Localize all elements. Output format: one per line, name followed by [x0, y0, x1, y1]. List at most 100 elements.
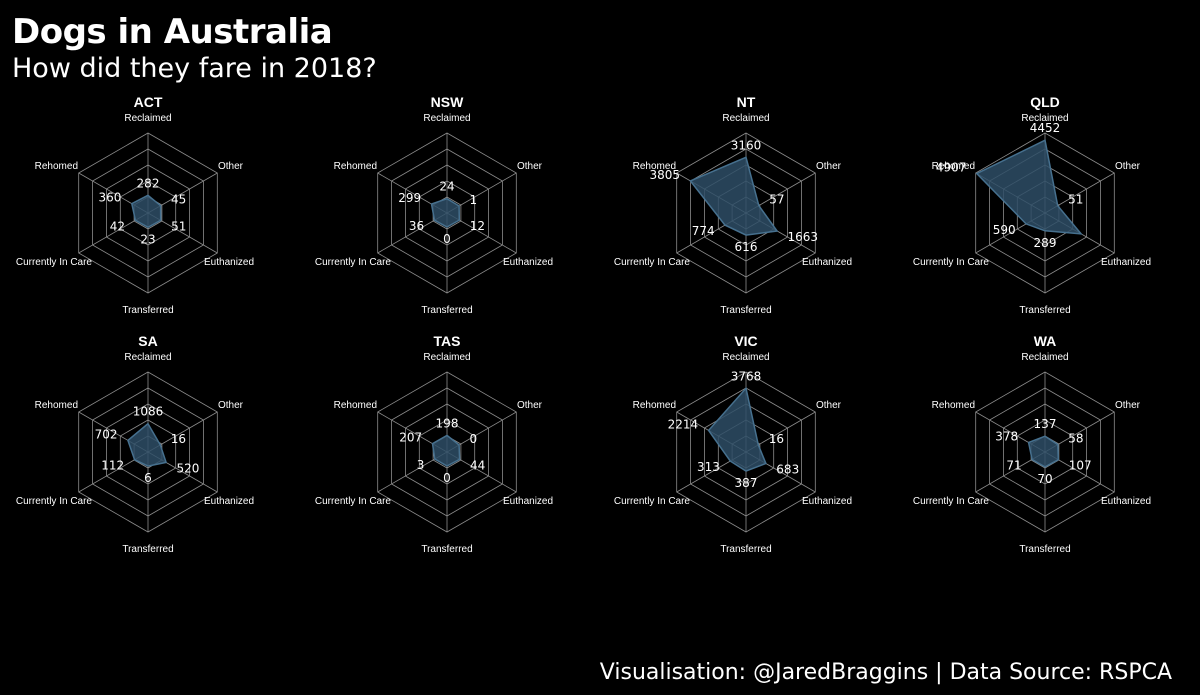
value-label: 1 [470, 193, 478, 207]
axis-label: Euthanized [802, 257, 852, 268]
axis-label: Transferred [1019, 305, 1070, 316]
axis-label: Reclaimed [722, 352, 769, 363]
axis-label: Rehomed [932, 400, 975, 411]
value-label: 45 [171, 193, 186, 207]
radar-panel-nt: NT Reclaimed Other Euthanized Transferred Cur… [614, 94, 852, 316]
axis-label: Transferred [1019, 544, 1070, 555]
value-label: 0 [470, 432, 478, 446]
axis-label: Euthanized [1101, 257, 1151, 268]
axis-label: Currently In Care [315, 257, 392, 268]
value-label: 51 [171, 219, 186, 233]
axis-label: Rehomed [35, 400, 78, 411]
value-label: 683 [776, 463, 799, 477]
value-label: 299 [398, 191, 421, 205]
radar-panel-act: ACT Reclaimed Other Euthanized Transferred Cu… [16, 94, 254, 316]
axis-label: Other [816, 161, 842, 172]
value-label: 207 [399, 431, 422, 445]
value-label: 313 [697, 460, 720, 474]
axis-label: Reclaimed [124, 113, 171, 124]
radar-area [707, 386, 767, 472]
radar-area [689, 156, 779, 236]
axis-label: Transferred [720, 305, 771, 316]
axis-label: Currently In Care [16, 496, 93, 507]
radar-area [431, 434, 461, 467]
value-label: 36 [409, 219, 424, 233]
radar-panel-vic: VIC Reclaimed Other Euthanized Transferred Cu… [614, 333, 852, 555]
panel-title: VIC [734, 333, 757, 349]
panel-title: NT [737, 94, 756, 110]
axis-label: Currently In Care [913, 257, 990, 268]
axis-label: Reclaimed [423, 352, 470, 363]
value-label: 289 [1034, 236, 1057, 250]
axis-label: Other [218, 400, 244, 411]
radar-area [130, 194, 162, 229]
axis-label: Currently In Care [16, 257, 93, 268]
value-label: 23 [140, 232, 155, 246]
axis-label: Rehomed [35, 161, 78, 172]
radar-area [430, 197, 461, 228]
value-label: 51 [1068, 193, 1083, 207]
axis-label: Euthanized [503, 496, 553, 507]
chart-subtitle: How did they fare in 2018? [12, 53, 377, 84]
value-label: 71 [1006, 459, 1021, 473]
radar-panel-nsw: NSW Reclaimed Other Euthanized Transferred Cu… [315, 94, 553, 316]
value-label: 3 [417, 458, 425, 472]
value-label: 137 [1034, 417, 1057, 431]
radar-panel-wa: WA Reclaimed Other Euthanized Transferred Cur… [913, 333, 1151, 555]
panel-title: NSW [431, 94, 464, 110]
value-label: 57 [769, 193, 784, 207]
value-label: 378 [995, 430, 1018, 444]
axis-label: Other [816, 400, 842, 411]
value-label: 16 [769, 432, 784, 446]
axis-label: Euthanized [204, 257, 254, 268]
value-label: 16 [171, 432, 186, 446]
value-label: 107 [1069, 459, 1092, 473]
radar-panel-tas: TAS Reclaimed Other Euthanized Transferred Cu… [315, 333, 553, 555]
chart-title: Dogs in Australia [12, 12, 333, 52]
value-label: 58 [1068, 432, 1083, 446]
axis-label: Transferred [421, 305, 472, 316]
value-label: 0 [443, 471, 451, 485]
axis-label: Currently In Care [614, 257, 691, 268]
axis-label: Reclaimed [1021, 352, 1068, 363]
panel-title: SA [138, 333, 157, 349]
radar-panel-sa: SA Reclaimed Other Euthanized Transferred Cur… [16, 333, 254, 555]
value-label: 70 [1037, 472, 1052, 486]
axis-label: Rehomed [932, 161, 975, 172]
source-caption: Visualisation: @JaredBraggins | Data Sou… [599, 660, 1172, 685]
axis-label: Reclaimed [124, 352, 171, 363]
value-label: 112 [101, 459, 124, 473]
value-label: 1086 [133, 405, 164, 419]
value-label: 4907 [936, 161, 967, 175]
axis-label: Reclaimed [722, 113, 769, 124]
panel-title: ACT [134, 94, 163, 110]
axis-label: Euthanized [503, 257, 553, 268]
value-label: 1663 [788, 230, 819, 244]
axis-label: Other [517, 400, 543, 411]
value-label: 3805 [649, 168, 680, 182]
value-label: 44 [470, 458, 485, 472]
value-label: 24 [439, 180, 454, 194]
value-label: 2214 [668, 417, 699, 431]
axis-label: Reclaimed [423, 113, 470, 124]
axis-label: Transferred [421, 544, 472, 555]
value-label: 702 [95, 427, 118, 441]
value-label: 282 [137, 176, 160, 190]
axis-label: Other [1115, 161, 1141, 172]
axis-label: Euthanized [204, 496, 254, 507]
value-label: 0 [443, 232, 451, 246]
radar-area [127, 422, 168, 467]
axis-label: Transferred [122, 544, 173, 555]
axis-label: Rehomed [633, 161, 676, 172]
value-label: 774 [692, 224, 715, 238]
value-label: 3768 [731, 369, 762, 383]
radar-panel-qld: QLD Reclaimed Other Euthanized Transferred Cu… [913, 94, 1151, 316]
radar-area [1027, 435, 1060, 468]
axis-label: Other [218, 161, 244, 172]
axis-label: Currently In Care [315, 496, 392, 507]
axis-label: Reclaimed [1021, 113, 1068, 124]
axis-label: Other [1115, 400, 1141, 411]
value-label: 360 [98, 191, 121, 205]
value-label: 6 [144, 471, 152, 485]
